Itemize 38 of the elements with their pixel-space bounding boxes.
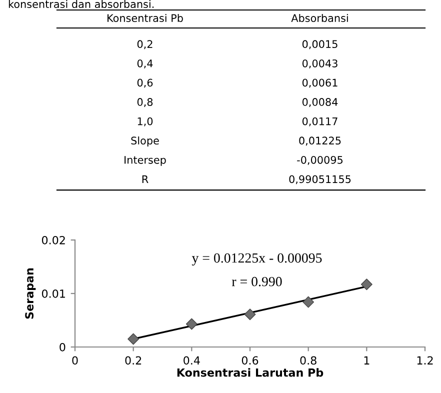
text: -0,00095 <box>297 156 343 165</box>
text: 0,6 <box>137 78 153 88</box>
text: 0,0043 <box>302 59 338 68</box>
x-tick-label: 0.8 <box>300 356 316 365</box>
point <box>128 333 140 345</box>
text: 0,99051155 <box>289 175 351 184</box>
point <box>186 318 198 330</box>
point <box>360 278 372 290</box>
y-axis-title: Serapan <box>25 268 36 319</box>
annotation: y = 0.01225x - 0.00095 <box>192 253 322 266</box>
text: konsentrasi dan absorbansi. <box>8 0 154 8</box>
x-tick-label: 0.6 <box>242 356 258 365</box>
text: Slope <box>131 136 159 147</box>
x-tick-label: 1 <box>364 356 370 364</box>
y-tick-label: 0 <box>60 342 66 352</box>
text: 0,2 <box>137 40 152 50</box>
y-tick-label: 0.02 <box>42 236 65 244</box>
x-tick-label: 0 <box>72 356 78 365</box>
text: 0,4 <box>137 59 153 68</box>
x-tick-label: 0.2 <box>125 356 142 365</box>
text: 0,0015 <box>302 40 338 50</box>
text: 1,0 <box>138 117 153 126</box>
point <box>302 296 314 308</box>
text: Konsentrasi Pb <box>108 14 183 22</box>
text: 0,0061 <box>302 78 338 88</box>
text: Absorbansi <box>291 14 348 22</box>
x-axis-title: Konsentrasi Larutan Pb <box>177 368 324 377</box>
text: R <box>142 175 148 183</box>
x-tick-label: 0.4 <box>184 356 200 365</box>
text: 0,01225 <box>299 136 341 146</box>
text: 0,0117 <box>302 117 338 126</box>
x-tick-label: 1.2 <box>417 356 433 364</box>
annotation: r = 0.990 <box>232 276 282 286</box>
text: Intersep <box>124 156 166 166</box>
point <box>244 308 256 320</box>
text: 0,8 <box>137 98 153 107</box>
y-tick-label: 0.01 <box>42 289 65 298</box>
text: 0,0084 <box>302 98 338 107</box>
